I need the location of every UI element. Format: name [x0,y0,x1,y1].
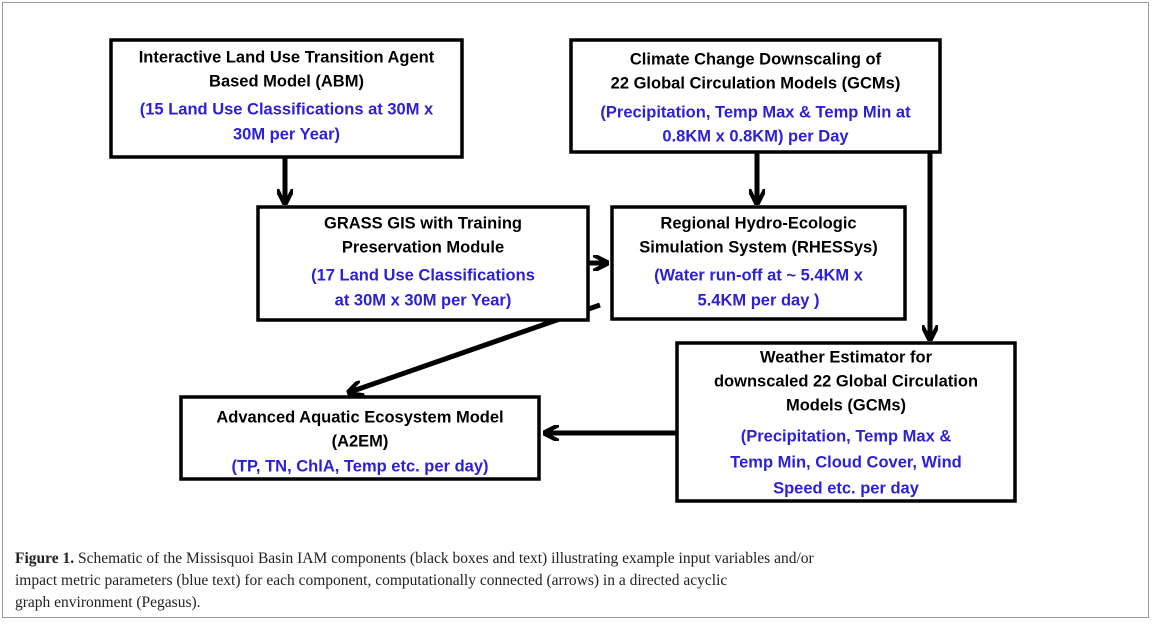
component-box [675,341,1017,503]
box-title: Interactive Land Use Transition Agent [139,48,435,66]
component-box [256,205,590,322]
caption-line: impact metric parameters (blue text) for… [15,572,728,589]
box-detail: (TP, TN, ChlA, Temp etc. per day) [231,457,488,475]
component-box [610,205,907,321]
box-detail: 0.8KM x 0.8KM) per Day [662,127,849,145]
component-box [109,38,464,159]
box-detail: (Precipitation, Temp Max & Temp Min at [600,103,911,121]
component-box [179,395,541,481]
box-detail: at 30M x 30M per Year) [335,291,512,309]
box-title: 22 Global Circulation Models (GCMs) [611,74,901,92]
box-title: Advanced Aquatic Ecosystem Model [216,408,503,426]
box-title: GRASS GIS with Training [324,214,522,232]
diagram: Interactive Land Use Transition Agent Bas… [109,38,1017,503]
box-title: (A2EM) [332,432,389,450]
box-title: Based Model (ABM) [209,72,364,90]
caption-text: Schematic of the Missisquoi Basin IAM co… [78,550,814,567]
box-title: Regional Hydro-Ecologic [660,214,856,232]
caption-line: graph environment (Pegasus). [15,594,201,611]
box-detail: 30M per Year) [233,125,340,143]
figure-frame [2,2,1149,618]
component-box [569,38,942,154]
box-detail: (Water run-off at ~ 5.4KM x [654,266,864,284]
box-detail: (15 Land Use Classifications at 30M x [140,100,434,118]
caption-line: Figure 1. Schematic of the Missisquoi Ba… [15,548,1135,570]
box-title: Models (GCMs) [786,396,906,414]
box-title: Preservation Module [342,238,504,256]
box-title: Simulation System (RHESSys) [639,238,877,256]
box-detail: Speed etc. per day [773,479,920,497]
box-title: downscaled 22 Global Circulation [714,372,978,390]
caption: Figure 1. Schematic of the Missisquoi Ba… [15,548,1135,614]
box-detail: (17 Land Use Classifications [311,266,535,284]
box-detail: 5.4KM per day ) [698,291,820,309]
box-detail: (Precipitation, Temp Max & [741,427,952,445]
box-title: Weather Estimator for [760,348,933,366]
boxes: Interactive Land Use Transition Agent Bas… [109,38,1017,503]
box-title: Climate Change Downscaling of [630,50,882,68]
caption-label: Figure 1. [15,550,75,567]
box-detail: Temp Min, Cloud Cover, Wind [730,453,961,471]
